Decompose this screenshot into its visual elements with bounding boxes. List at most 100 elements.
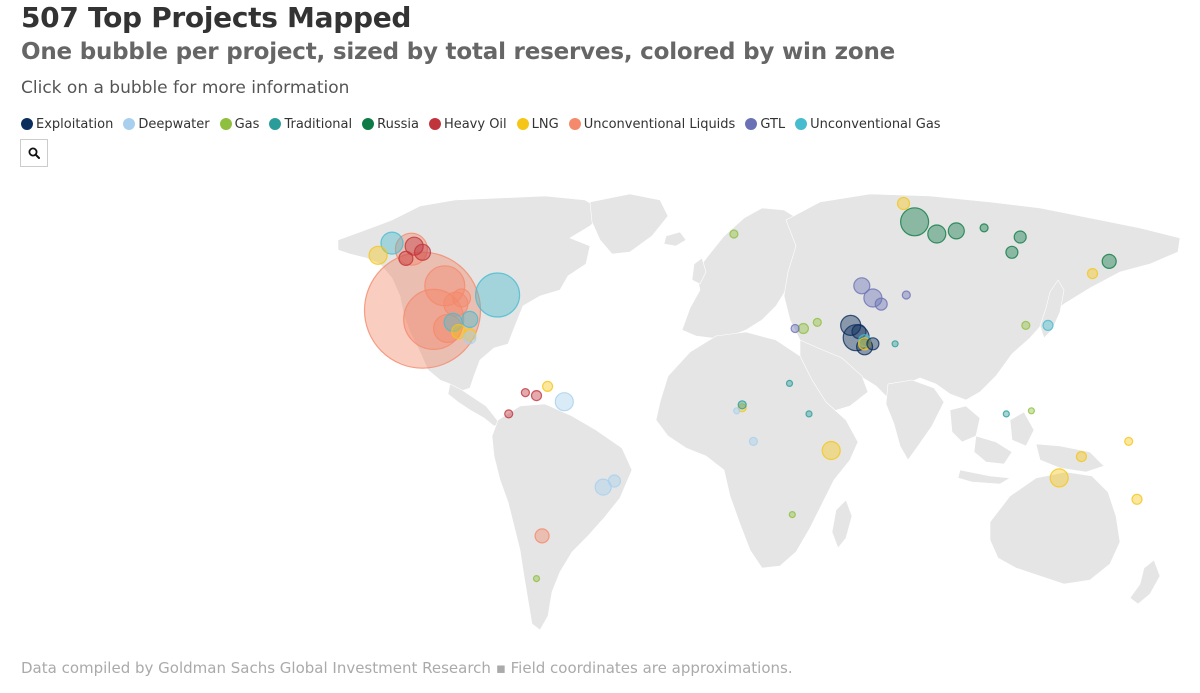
legend-dot (269, 118, 282, 130)
land-central-america (447, 383, 501, 427)
legend-dot (568, 118, 581, 130)
land-southeast-asia (949, 405, 1105, 485)
project-bubble-deepwater[interactable] (733, 407, 741, 415)
land-british-isles (663, 231, 707, 285)
legend-item-exploitation[interactable]: Exploitation (21, 117, 113, 132)
project-bubble-gas[interactable] (532, 575, 541, 583)
project-bubble-lng[interactable] (1049, 468, 1069, 488)
legend-label: Gas (234, 116, 260, 132)
project-bubble-unconventional-liquids[interactable] (534, 528, 550, 544)
land-south-america (491, 403, 633, 631)
legend-item-gtl[interactable]: GTL (745, 117, 785, 132)
instruction-text: Click on a bubble for more information (21, 78, 350, 98)
land-greenland (589, 193, 669, 255)
project-bubble-heavy-oil[interactable] (404, 236, 424, 256)
legend-label: LNG (531, 116, 559, 132)
project-bubble-gas[interactable] (1027, 407, 1036, 415)
project-bubble-gas[interactable] (1021, 320, 1031, 330)
project-bubble-unconventional-liquids[interactable] (363, 251, 482, 369)
search-button[interactable] (20, 139, 48, 167)
project-bubble-unconventional-gas[interactable] (461, 310, 479, 328)
project-bubble-gas[interactable] (729, 229, 739, 239)
legend-dot (219, 118, 232, 130)
project-bubble-heavy-oil[interactable] (413, 243, 432, 261)
project-bubble-heavy-oil[interactable] (504, 409, 514, 419)
project-bubble-russia[interactable] (1005, 245, 1019, 259)
project-bubble-unconventional-liquids[interactable] (451, 288, 472, 308)
project-bubble-deepwater[interactable] (554, 392, 574, 412)
legend-item-unconventional-gas[interactable]: Unconventional Gas (795, 116, 941, 132)
project-bubble-russia[interactable] (947, 222, 965, 240)
legend-dot (516, 118, 529, 130)
project-bubble-traditional[interactable] (891, 340, 899, 348)
legend-label: Russia (377, 116, 419, 132)
legend-item-traditional[interactable]: Traditional (269, 117, 352, 132)
legend-item-heavy-oil[interactable]: Heavy Oil (428, 117, 507, 132)
project-bubble-gtl[interactable] (853, 277, 871, 295)
land-new-zealand (1129, 559, 1161, 605)
project-bubble-heavy-oil[interactable] (530, 390, 543, 402)
legend-dot (21, 118, 33, 130)
legend-dot (362, 118, 375, 130)
project-bubble-unconventional-gas[interactable] (380, 231, 404, 255)
project-bubble-lng[interactable] (1124, 436, 1134, 446)
legend-item-deepwater[interactable]: Deepwater (123, 117, 210, 132)
project-bubble-deepwater[interactable] (463, 331, 477, 345)
project-bubble-heavy-oil[interactable] (398, 250, 414, 267)
project-bubble-gtl[interactable] (874, 297, 888, 311)
project-bubble-heavy-oil[interactable] (520, 388, 531, 398)
project-bubble-unconventional-gas[interactable] (857, 334, 872, 348)
project-bubble-lng[interactable] (821, 440, 841, 461)
project-bubbles[interactable] (363, 196, 1143, 583)
legend-item-lng[interactable]: LNG (516, 116, 559, 132)
legend-dot (745, 118, 758, 130)
project-bubble-lng[interactable] (896, 196, 911, 211)
project-bubble-exploitation[interactable] (866, 337, 880, 351)
project-bubble-lng[interactable] (1075, 451, 1088, 463)
land-australia (989, 471, 1121, 585)
project-bubble-russia[interactable] (927, 224, 947, 244)
project-bubble-deepwater[interactable] (607, 474, 622, 488)
project-bubble-russia[interactable] (1101, 253, 1117, 270)
project-bubble-unconventional-liquids[interactable] (424, 265, 466, 307)
world-map-canvas[interactable] (0, 180, 1200, 650)
legend-item-russia[interactable]: Russia (362, 117, 419, 132)
project-bubble-traditional[interactable] (1002, 410, 1010, 418)
legend-label: Unconventional Gas (810, 116, 941, 132)
project-bubble-gas[interactable] (797, 322, 810, 335)
legend-item-unconventional-liquids[interactable]: Unconventional Liquids (568, 116, 736, 132)
project-bubble-unconventional-gas[interactable] (1042, 319, 1054, 331)
project-bubble-russia[interactable] (979, 223, 989, 233)
project-bubble-gas[interactable] (812, 317, 822, 327)
project-bubble-lng[interactable] (463, 328, 477, 342)
legend-item-gas[interactable]: Gas (219, 116, 260, 132)
project-bubble-russia[interactable] (1013, 230, 1027, 244)
search-icon (28, 147, 40, 159)
project-bubble-unconventional-liquids[interactable] (403, 288, 465, 350)
project-bubble-gtl[interactable] (790, 323, 800, 334)
project-bubble-lng[interactable] (1086, 267, 1099, 280)
page-subtitle: One bubble per project, sized by total r… (21, 39, 896, 65)
legend-dot (795, 118, 808, 130)
world-map[interactable] (0, 180, 1200, 650)
legend-dot (428, 118, 441, 130)
land-japan (1039, 279, 1065, 339)
footer-note: Data compiled by Goldman Sachs Global In… (21, 659, 793, 677)
legend-label: Unconventional Liquids (583, 116, 736, 132)
project-bubble-gtl[interactable] (901, 290, 911, 300)
project-bubble-lng[interactable] (541, 380, 554, 392)
legend-label: Exploitation (36, 116, 114, 132)
project-bubble-deepwater[interactable] (594, 478, 612, 496)
project-bubble-lng[interactable] (368, 245, 388, 265)
project-bubble-russia[interactable] (899, 207, 930, 237)
project-bubble-unconventional-liquids[interactable] (433, 313, 463, 344)
project-bubble-traditional[interactable] (737, 400, 747, 410)
project-bubble-lng[interactable] (451, 324, 467, 340)
land-india (885, 379, 945, 461)
project-bubble-gas[interactable] (788, 511, 796, 519)
project-bubble-unconventional-gas[interactable] (475, 272, 521, 318)
project-bubble-deepwater[interactable] (748, 436, 759, 446)
project-bubble-lng[interactable] (1131, 493, 1143, 505)
project-bubble-traditional[interactable] (805, 410, 813, 418)
project-bubble-traditional[interactable] (785, 379, 794, 387)
